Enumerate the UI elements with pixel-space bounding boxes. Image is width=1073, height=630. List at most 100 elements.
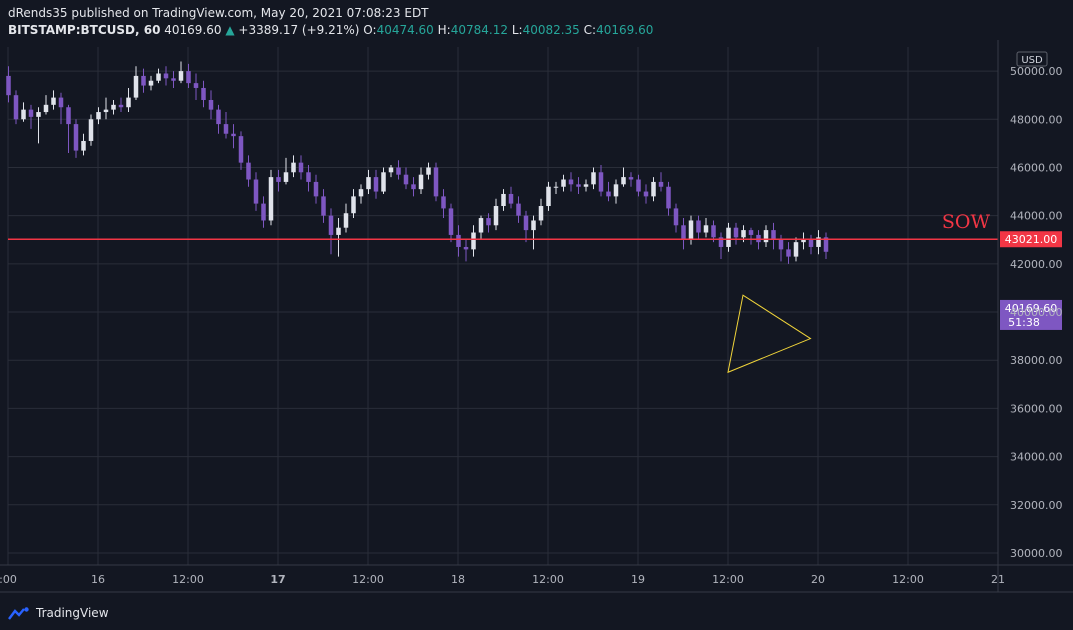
- symbol-name[interactable]: BITSTAMP:BTCUSD, 60: [8, 23, 161, 37]
- candle-body: [561, 179, 566, 187]
- candle-body: [148, 80, 154, 86]
- candle-body: [733, 227, 739, 238]
- up-arrow-icon: ▲: [225, 23, 235, 37]
- footer-brand[interactable]: TradingView: [36, 606, 109, 620]
- candle-body: [88, 119, 94, 141]
- candle-body: [538, 206, 544, 221]
- candle-body: [673, 208, 679, 226]
- candles: [6, 61, 829, 264]
- candle-body: [433, 167, 439, 197]
- candle-body: [298, 162, 304, 173]
- price-tick-label: 32000.00: [1010, 499, 1063, 512]
- price-tick-label: 36000.00: [1010, 402, 1063, 415]
- candle-body: [613, 184, 619, 197]
- candle-body: [478, 218, 484, 233]
- close-value: 40169.60: [596, 23, 654, 37]
- candle-body: [553, 186, 559, 188]
- candle-body: [103, 109, 109, 113]
- candle-body: [156, 73, 161, 81]
- time-tick-label: 12:00: [532, 573, 564, 586]
- candle-body: [328, 215, 334, 235]
- candle-body: [606, 191, 611, 197]
- last-price-label: 40169.60: [1005, 302, 1058, 315]
- candle-body: [163, 73, 169, 79]
- tradingview-logo-icon[interactable]: [8, 606, 30, 620]
- candle-body: [238, 136, 244, 163]
- candle-body: [493, 206, 499, 226]
- currency-badge: [1016, 51, 1048, 67]
- low-value: 40082.35: [522, 23, 580, 37]
- candle-body: [216, 109, 221, 125]
- candle-body: [313, 181, 319, 197]
- candle-body: [223, 124, 229, 134]
- candle-body: [726, 227, 731, 247]
- candle-body: [703, 225, 709, 233]
- time-tick-label: 20: [811, 573, 825, 586]
- time-tick-label: 12:00: [892, 573, 924, 586]
- chart-header: dRends35 published on TradingView.com, M…: [8, 5, 653, 38]
- candle-body: [141, 75, 146, 86]
- time-tick-label: 12:00: [712, 573, 744, 586]
- price-tick-label: 34000.00: [1010, 451, 1063, 464]
- candle-body: [343, 213, 349, 228]
- candle-body: [621, 177, 626, 185]
- candle-body: [523, 215, 529, 231]
- time-tick-label: :00: [0, 573, 17, 586]
- triangle-pattern: [727, 294, 812, 374]
- candle-body: [126, 97, 131, 108]
- time-tick-label: 21: [991, 573, 1005, 586]
- candle-body: [178, 71, 184, 81]
- price-tick-label: 50000.00: [1010, 65, 1063, 78]
- candle-body: [246, 162, 251, 180]
- candle-body: [486, 218, 491, 226]
- price-tick-label: 46000.00: [1010, 161, 1063, 174]
- candle-body: [771, 230, 776, 240]
- candle-body: [448, 208, 454, 235]
- candle-body: [73, 124, 79, 151]
- candle-body: [651, 181, 656, 197]
- candle-body: [546, 186, 551, 207]
- level-price-badge: [1000, 231, 1062, 248]
- candle-body: [688, 220, 694, 240]
- high-value: 40784.12: [450, 23, 508, 37]
- candle-body: [628, 177, 634, 180]
- sow-annotation: SOW: [942, 211, 991, 233]
- candle-body: [456, 234, 461, 247]
- candle-body: [643, 191, 649, 197]
- candle-body: [111, 104, 116, 110]
- candle-body: [13, 95, 19, 120]
- candle-body: [793, 242, 799, 257]
- close-label: C:: [583, 23, 597, 37]
- candle-body: [36, 112, 41, 117]
- price-tick-label: 40000.00: [1010, 306, 1063, 319]
- candle-body: [516, 203, 521, 216]
- candle-body: [763, 230, 769, 243]
- candle-body: [403, 174, 409, 185]
- time-tick-label: 19: [631, 573, 645, 586]
- candle-body: [748, 230, 754, 235]
- candle-body: [306, 172, 311, 182]
- candle-body: [531, 220, 536, 231]
- time-tick-label: 12:00: [172, 573, 204, 586]
- candle-body: [283, 172, 289, 182]
- time-tick-label: 12:00: [352, 573, 384, 586]
- candle-body: [81, 140, 86, 151]
- candle-body: [508, 193, 514, 204]
- candle-body: [261, 203, 266, 221]
- candle-body: [583, 184, 589, 187]
- candle-body: [373, 177, 379, 192]
- candle-body: [336, 227, 341, 235]
- price-change: +3389.17 (+9.21%): [238, 23, 360, 37]
- candle-body: [658, 181, 664, 187]
- candle-body: [801, 239, 806, 243]
- last-price-badge: [1000, 299, 1062, 330]
- candle-body: [808, 239, 814, 247]
- candle-body: [186, 71, 191, 84]
- grid: [7, 47, 999, 565]
- candle-body: [51, 97, 56, 105]
- candle-body: [741, 230, 746, 238]
- countdown-label: 51:38: [1008, 316, 1040, 329]
- candle-body: [291, 162, 296, 173]
